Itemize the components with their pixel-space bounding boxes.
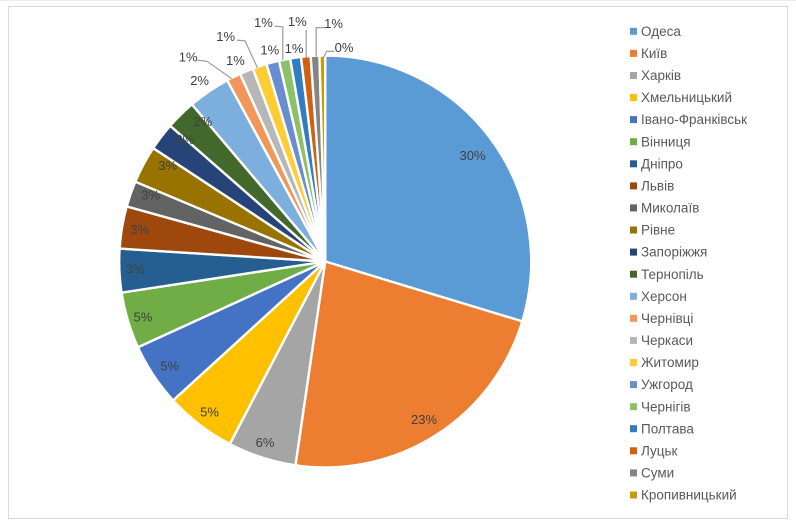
svg-text:Житомир: Житомир — [641, 355, 699, 370]
svg-text:Івано-Франківськ: Івано-Франківськ — [641, 112, 747, 127]
svg-text:Херсон: Херсон — [641, 289, 687, 304]
svg-text:Миколаїв: Миколаїв — [641, 201, 699, 216]
svg-text:Дніпро: Дніпро — [641, 156, 683, 171]
svg-text:1%: 1% — [260, 43, 279, 58]
svg-text:Чернігів: Чернігів — [641, 399, 691, 414]
svg-text:3%: 3% — [130, 222, 149, 237]
svg-text:0%: 0% — [335, 40, 354, 55]
svg-text:2%: 2% — [193, 114, 212, 129]
svg-text:Ужгород: Ужгород — [641, 377, 693, 392]
svg-text:1%: 1% — [324, 16, 343, 31]
svg-text:30%: 30% — [459, 148, 485, 163]
svg-text:1%: 1% — [216, 29, 235, 44]
svg-text:2%: 2% — [175, 132, 194, 147]
svg-text:5%: 5% — [160, 359, 179, 374]
svg-text:Суми: Суми — [641, 466, 674, 481]
svg-text:2%: 2% — [190, 73, 209, 88]
svg-text:1%: 1% — [254, 15, 273, 30]
svg-text:1%: 1% — [285, 41, 304, 56]
svg-text:Тернопіль: Тернопіль — [641, 267, 704, 282]
svg-text:Київ: Київ — [641, 46, 667, 61]
svg-text:1%: 1% — [179, 50, 198, 65]
svg-text:3%: 3% — [158, 158, 177, 173]
svg-text:1%: 1% — [226, 53, 245, 68]
svg-text:23%: 23% — [411, 412, 437, 427]
svg-text:Рівне: Рівне — [641, 223, 675, 238]
svg-text:Хмельницький: Хмельницький — [641, 90, 732, 105]
svg-text:Львів: Львів — [641, 179, 674, 194]
svg-text:5%: 5% — [134, 310, 153, 325]
svg-text:Харків: Харків — [641, 68, 681, 83]
svg-text:Запоріжжя: Запоріжжя — [641, 245, 707, 260]
svg-text:3%: 3% — [141, 188, 160, 203]
svg-text:Черкаси: Черкаси — [641, 333, 693, 348]
svg-text:Полтава: Полтава — [641, 421, 694, 436]
svg-text:1%: 1% — [288, 14, 307, 29]
svg-text:Одеса: Одеса — [641, 24, 681, 39]
svg-text:Кропивницький: Кропивницький — [641, 488, 737, 503]
svg-text:3%: 3% — [126, 262, 145, 277]
svg-text:Вінниця: Вінниця — [641, 134, 691, 149]
svg-text:6%: 6% — [256, 435, 275, 450]
svg-text:Луцьк: Луцьк — [641, 443, 678, 458]
svg-text:Чернівці: Чернівці — [641, 311, 693, 326]
svg-text:5%: 5% — [200, 405, 219, 420]
